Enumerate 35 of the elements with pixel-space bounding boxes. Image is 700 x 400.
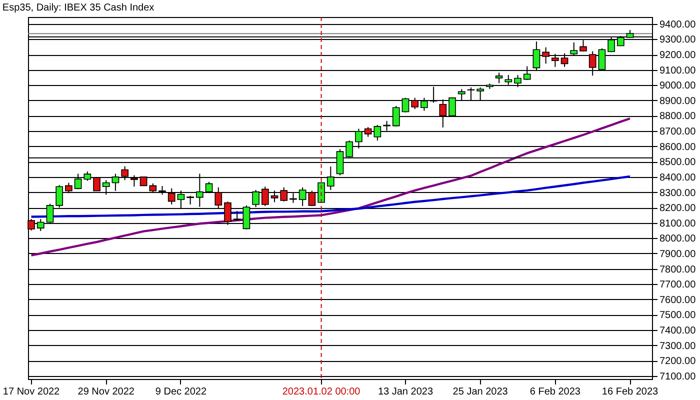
y-tick-label: 8300.00 xyxy=(660,188,696,199)
y-tick-label: 8100.00 xyxy=(660,218,696,230)
x-tick-label: 16 Feb 2023 xyxy=(602,386,659,398)
y-tick-label: 8500.00 xyxy=(660,157,696,168)
y-tick-label: 7300.00 xyxy=(660,340,696,352)
y-tick-label: 7800.00 xyxy=(660,264,696,276)
y-tick-label: 9100.00 xyxy=(660,65,696,76)
line-series xyxy=(30,117,632,256)
y-tick-label: 8700.00 xyxy=(660,126,696,138)
y-tick-label: 7700.00 xyxy=(660,280,696,291)
y-tick-label: 8600.00 xyxy=(660,142,696,153)
y-tick-label: 8900.00 xyxy=(660,96,696,107)
x-tick-label: 29 Nov 2022 xyxy=(78,386,135,398)
x-tick-label: 9 Dec 2022 xyxy=(155,386,207,398)
y-tick-label: 9400.00 xyxy=(660,19,696,30)
x-tick-label: 25 Jan 2023 xyxy=(452,386,508,398)
x-tick-label: 17 Nov 2022 xyxy=(2,386,60,398)
y-tick-label: 8200.00 xyxy=(660,203,696,214)
y-tick-label: 7600.00 xyxy=(660,294,696,306)
y-tick-label: 7100.00 xyxy=(660,371,696,382)
y-tick-label: 8800.00 xyxy=(660,111,696,122)
y-tick-label: 9300.00 xyxy=(660,34,696,46)
y-tick-label: 9200.00 xyxy=(660,50,696,61)
candlestick xyxy=(233,210,241,222)
y-tick-label: 9000.00 xyxy=(660,80,696,92)
chart-title: Esp35, Daily: IBEX 35 Cash Index xyxy=(2,2,154,14)
x-tick-label: 6 Feb 2023 xyxy=(530,386,581,398)
y-tick-label: 8000.00 xyxy=(660,234,696,245)
y-tick-label: 7200.00 xyxy=(660,356,696,368)
y-tick-label: 7900.00 xyxy=(660,248,696,260)
y-tick-label: 8400.00 xyxy=(660,172,696,184)
x-tick-label: 13 Jan 2023 xyxy=(378,386,434,398)
y-tick-label: 7400.00 xyxy=(660,326,696,337)
y-tick-label: 7500.00 xyxy=(660,310,696,322)
x-tick-label: 2023.01.02 00:00 xyxy=(282,386,361,398)
